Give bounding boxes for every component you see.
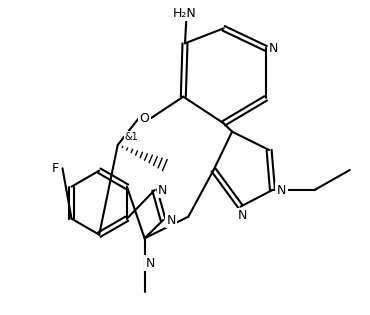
- Text: N: N: [277, 184, 286, 197]
- Text: N: N: [146, 257, 155, 270]
- Text: H₂N: H₂N: [173, 7, 196, 20]
- Text: O: O: [140, 112, 149, 125]
- Text: N: N: [269, 42, 278, 55]
- Text: &1: &1: [125, 132, 139, 142]
- Text: N: N: [166, 214, 176, 226]
- Text: N: N: [238, 209, 247, 222]
- Text: F: F: [52, 162, 59, 175]
- Text: N: N: [158, 184, 167, 197]
